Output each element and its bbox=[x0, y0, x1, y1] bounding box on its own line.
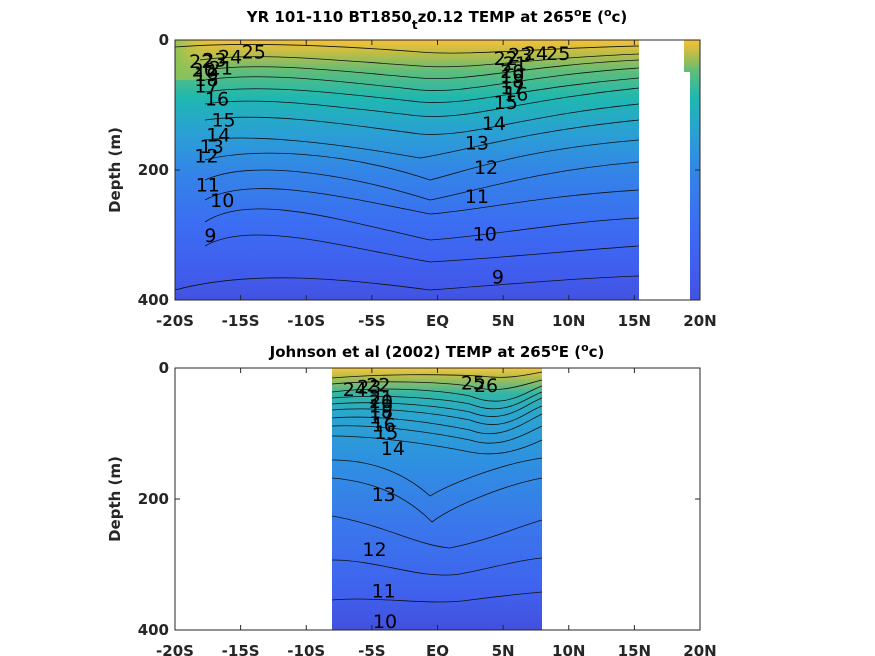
top-contour-label: 22 bbox=[189, 51, 213, 73]
top-contour-label: 23 bbox=[508, 44, 532, 66]
top-contour-label: 19 bbox=[194, 64, 218, 86]
top-contour-label: 12 bbox=[474, 157, 498, 179]
top-contour-label: 16 bbox=[205, 89, 229, 111]
bottom-contour-label: 23 bbox=[357, 376, 381, 398]
top-contour-label: 19 bbox=[500, 66, 524, 88]
top-title: YR 101-110 BT1850tz0.12 TEMP at 265oE (o… bbox=[246, 6, 628, 32]
top-contour-label: 25 bbox=[242, 42, 266, 64]
bottom-contour-label: 25 bbox=[461, 372, 485, 394]
top-x-tick-label: 5N bbox=[492, 312, 515, 330]
bottom-x-ticks: -20S -15S -10S -5S EQ 5N 10N 15N 20N bbox=[156, 368, 717, 656]
top-contour-label: 24 bbox=[524, 43, 548, 65]
bottom-x-tick-label: -5S bbox=[358, 642, 385, 656]
top-contour-label: 23 bbox=[202, 50, 226, 72]
bottom-contour-label: 13 bbox=[372, 484, 396, 506]
top-land-mask-strip bbox=[684, 72, 690, 300]
top-contour-label: 9 bbox=[204, 225, 216, 247]
bottom-contour-label: 21 bbox=[369, 387, 393, 409]
top-y-tick-label: 400 bbox=[138, 291, 169, 309]
bottom-y-axis-label: Depth (m) bbox=[106, 456, 124, 542]
bottom-y-tick-label: 200 bbox=[138, 490, 169, 508]
top-x-tick-label: EQ bbox=[426, 312, 449, 330]
bottom-y-ticks: 0 200 400 bbox=[138, 359, 700, 639]
top-x-ticks: -20S -15S -10S -5S EQ 5N 10N 15N 20N bbox=[156, 40, 717, 330]
top-contour-label: 10 bbox=[473, 224, 497, 246]
top-y-ticks: 0 200 400 bbox=[138, 31, 700, 309]
top-contour-label: 15 bbox=[494, 92, 518, 114]
bottom-contour-label: 26 bbox=[474, 375, 498, 397]
bottom-contour-label: 19 bbox=[369, 395, 393, 417]
bottom-x-tick-label: -15S bbox=[222, 642, 260, 656]
top-x-tick-label: 15N bbox=[618, 312, 651, 330]
bottom-contour-label: 20 bbox=[369, 391, 393, 413]
top-contour-label: 9 bbox=[492, 267, 504, 289]
bottom-x-tick-label: 20N bbox=[683, 642, 716, 656]
top-x-tick-label: 10N bbox=[552, 312, 585, 330]
top-y-tick-label: 200 bbox=[138, 161, 169, 179]
top-isotherm-lines bbox=[174, 44, 640, 291]
bottom-contour-label: 24 bbox=[343, 379, 367, 401]
bottom-x-tick-label: 5N bbox=[492, 642, 515, 656]
top-contour-label: 12 bbox=[194, 146, 218, 168]
bottom-title: Johnson et al (2002) TEMP at 265oE (oc) bbox=[269, 341, 605, 361]
bottom-x-tick-label: EQ bbox=[426, 642, 449, 656]
top-contour-labels: 2524232221201918171615141312111092524232… bbox=[189, 42, 570, 289]
top-contour-label: 24 bbox=[218, 46, 242, 68]
top-x-tick-label: -15S bbox=[222, 312, 260, 330]
bottom-isotherm-lines bbox=[331, 371, 543, 603]
top-contour-label: 18 bbox=[500, 70, 524, 92]
bottom-x-tick-label: -20S bbox=[156, 642, 194, 656]
top-contour-label: 20 bbox=[500, 61, 524, 83]
top-panel: YR 101-110 BT1850tz0.12 TEMP at 265oE (o… bbox=[106, 6, 717, 330]
top-contour-label: 11 bbox=[465, 186, 489, 208]
top-contour-label: 21 bbox=[503, 53, 527, 75]
bottom-temperature-field bbox=[332, 368, 542, 630]
top-x-tick-label: 20N bbox=[683, 312, 716, 330]
top-contour-label: 10 bbox=[210, 190, 234, 212]
top-contour-label: 17 bbox=[194, 76, 218, 98]
top-contour-label: 20 bbox=[192, 59, 216, 81]
bottom-x-tick-label: -10S bbox=[287, 642, 325, 656]
top-contour-label: 18 bbox=[194, 69, 218, 91]
top-contour-label: 25 bbox=[546, 43, 570, 65]
top-contour-label: 13 bbox=[465, 133, 489, 155]
top-x-tick-label: -20S bbox=[156, 312, 194, 330]
bottom-x-tick-label: 15N bbox=[618, 642, 651, 656]
top-contour-label: 14 bbox=[482, 113, 506, 135]
bottom-y-tick-label: 400 bbox=[138, 621, 169, 639]
bottom-contour-label: 11 bbox=[372, 581, 396, 603]
top-contour-label: 13 bbox=[200, 136, 224, 158]
top-x-tick-label: -5S bbox=[358, 312, 385, 330]
top-contour-label: 15 bbox=[211, 109, 235, 131]
bottom-contour-label: 22 bbox=[366, 374, 390, 396]
top-x-tick-label: -10S bbox=[287, 312, 325, 330]
top-contour-label: 21 bbox=[209, 57, 233, 79]
top-y-tick-label: 0 bbox=[159, 31, 169, 49]
bottom-y-tick-label: 0 bbox=[159, 359, 169, 377]
bottom-contour-label: 14 bbox=[381, 438, 405, 460]
top-contour-label: 17 bbox=[500, 77, 524, 99]
bottom-contour-label: 10 bbox=[373, 611, 397, 633]
top-contour-label: 14 bbox=[206, 124, 230, 146]
bottom-contour-label: 18 bbox=[369, 401, 393, 423]
top-contour-label: 22 bbox=[494, 48, 518, 70]
top-contour-label: 11 bbox=[196, 174, 220, 196]
bottom-contour-label: 16 bbox=[372, 414, 396, 436]
bottom-contour-label: 17 bbox=[369, 406, 393, 428]
bottom-panel: Johnson et al (2002) TEMP at 265oE (oc) … bbox=[106, 341, 717, 656]
top-contour-label: 16 bbox=[504, 83, 528, 105]
bottom-contour-label: 15 bbox=[374, 422, 398, 444]
bottom-contour-label: 12 bbox=[362, 539, 386, 561]
top-warm-pool-shading bbox=[175, 40, 639, 80]
bottom-x-tick-label: 10N bbox=[552, 642, 585, 656]
top-y-axis-label: Depth (m) bbox=[106, 127, 124, 213]
